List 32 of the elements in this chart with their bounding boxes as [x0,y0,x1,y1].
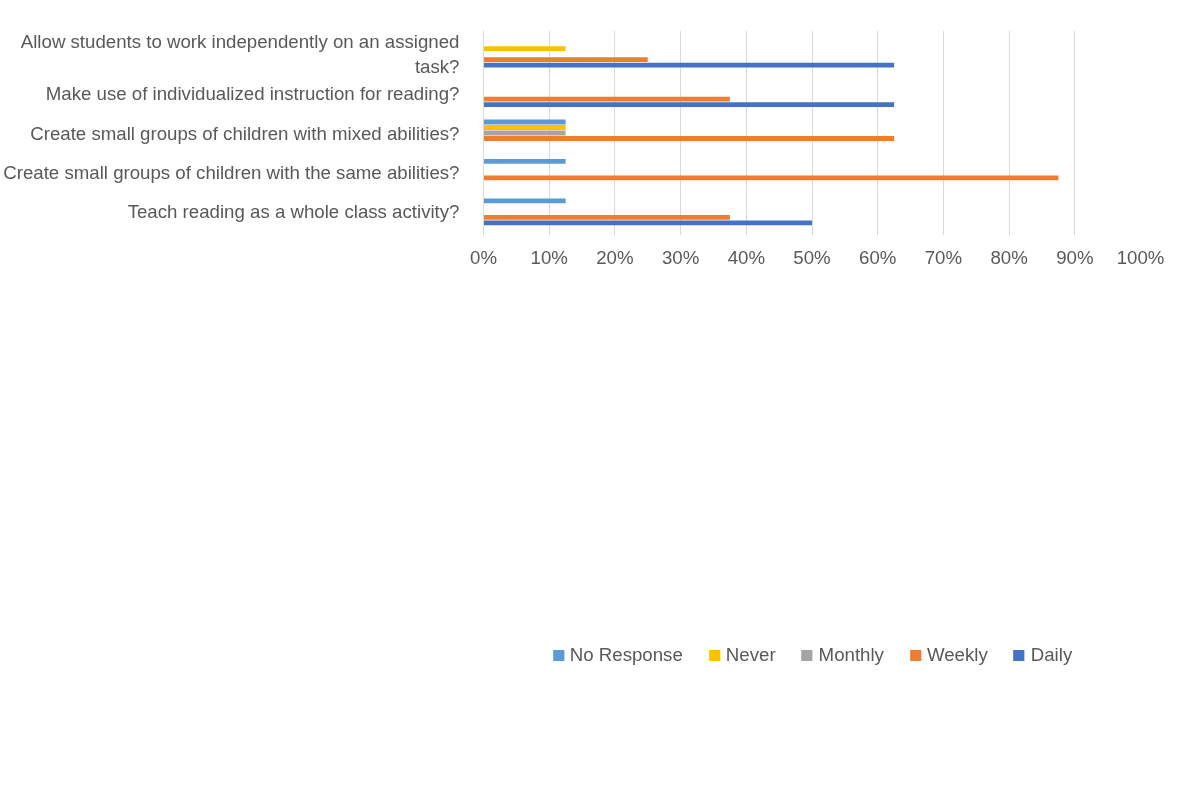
bar [483,198,566,204]
x-tick-label: 40% [727,246,765,268]
x-tick-label: 70% [924,246,963,268]
x-tick-label: 20% [596,246,634,268]
bar [483,136,895,141]
bar [483,57,648,63]
y-tick-label: Create small groups of children with the same abilities? [3,161,460,183]
bar [483,214,730,220]
x-tick-label: 80% [990,246,1028,268]
x-tick-label: 100% [1116,246,1165,268]
x-tick-label: 60% [859,246,897,268]
bar [483,220,812,226]
bar [483,96,730,102]
y-tick-label: Create small groups of children with mixed abilities? [30,122,460,144]
y-tick-label: Make use of individualized instruction for reading? [45,83,460,105]
legend-label: Never [725,643,776,666]
y-tick-label: Allow students to work independently on an assigned task? [20,31,460,78]
x-tick-label: 0% [470,246,497,268]
legend-label: Weekly [926,643,988,666]
bar [483,62,895,68]
x-tick-label: 10% [530,246,568,268]
bar [483,102,895,108]
bar [483,125,566,130]
legend-label: No Response [569,643,683,666]
x-tick-label: 50% [793,246,831,268]
legend-label: Monthly [818,643,884,666]
bar [483,158,566,164]
bar [483,46,566,52]
y-tick-label: Teach reading as a whole class activity? [127,201,460,223]
x-tick-label: 30% [661,246,700,268]
x-tick-label: 90% [1056,246,1094,268]
legend-label: Daily [1030,643,1073,666]
